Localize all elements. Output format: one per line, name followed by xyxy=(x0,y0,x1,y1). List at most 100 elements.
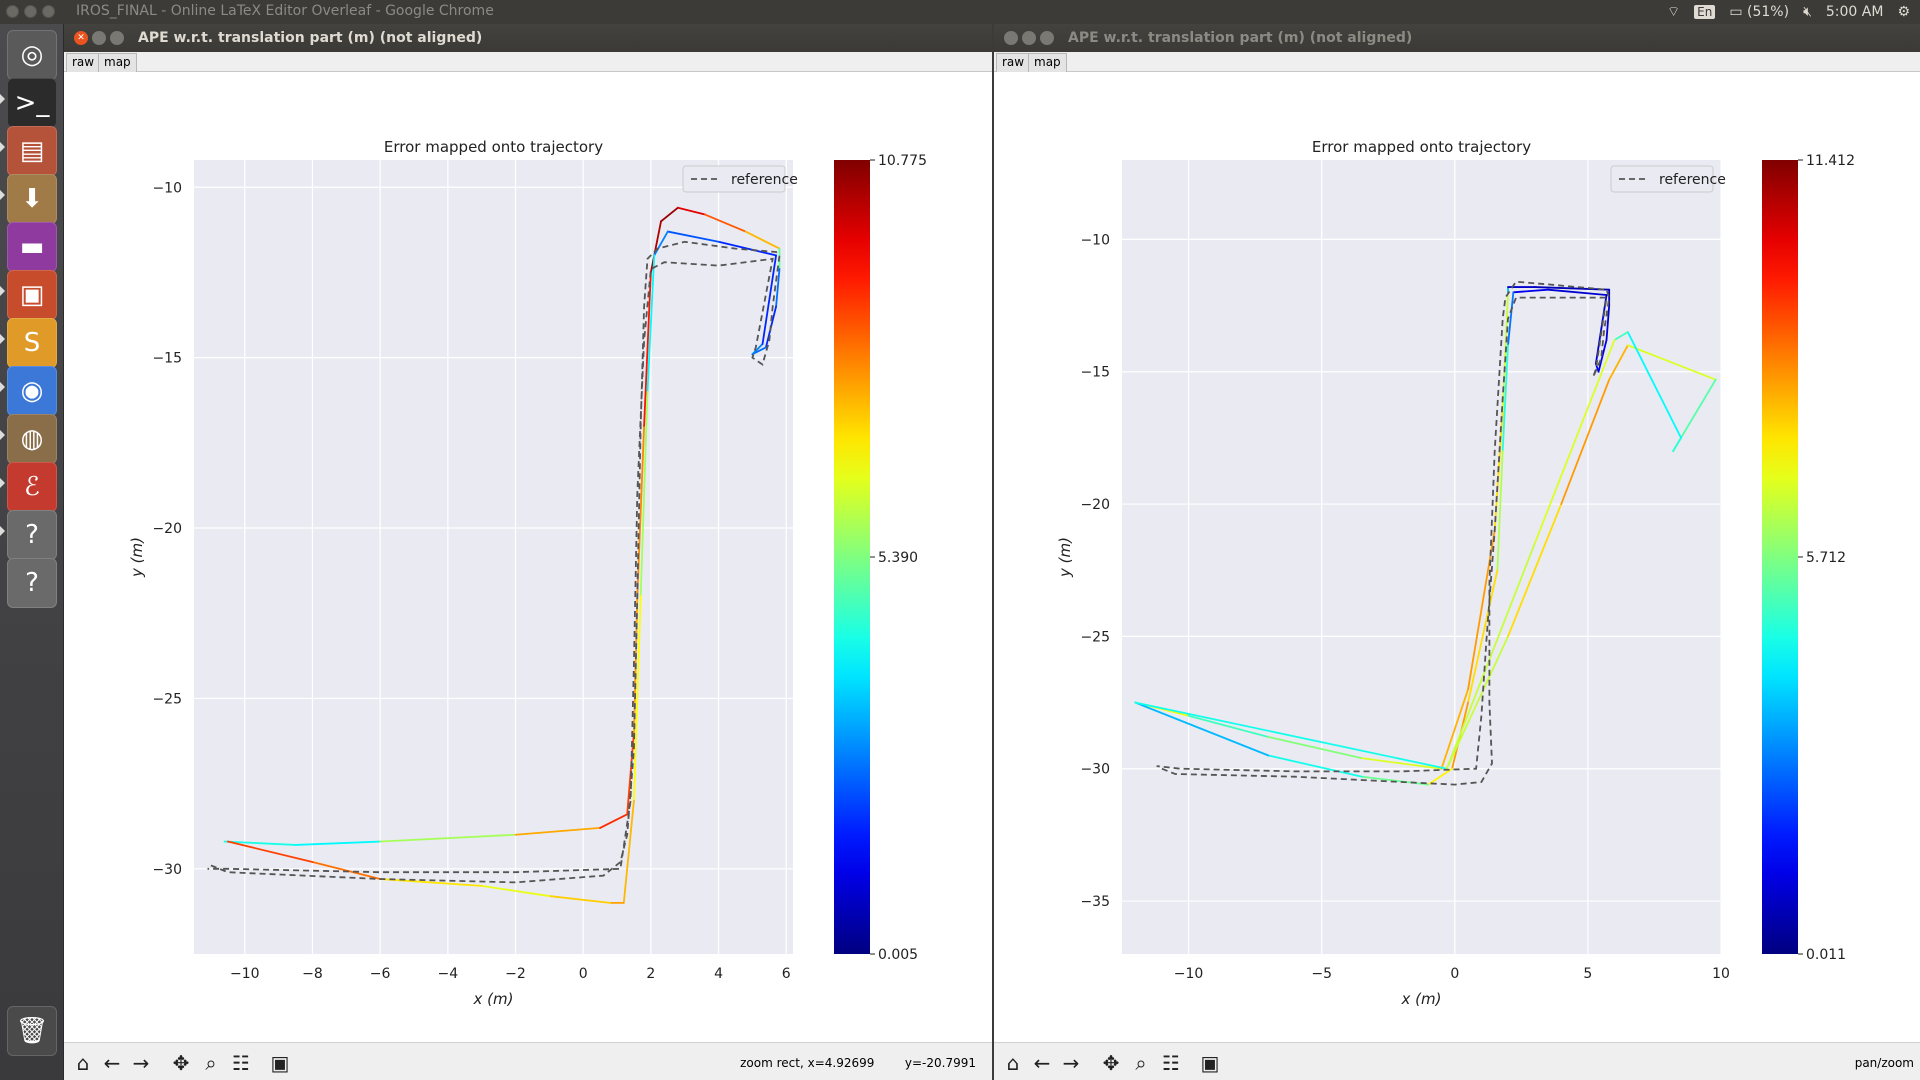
trajectory-segment xyxy=(514,827,602,836)
y-tick-label: −25 xyxy=(152,691,182,707)
trajectory-segment xyxy=(1512,288,1549,294)
trajectory-segment xyxy=(1533,286,1611,291)
trajectory-segment xyxy=(599,813,629,829)
chart-title: Error mapped onto trajectory xyxy=(384,138,603,156)
window-titlebar[interactable]: ✕ APE w.r.t. translation part (m) (not a… xyxy=(64,24,992,52)
pan-move-icon[interactable]: ✥ xyxy=(172,1051,190,1075)
colorbar xyxy=(834,160,870,954)
trajectory-segment xyxy=(1445,635,1509,770)
window-maximize-icon[interactable] xyxy=(42,5,55,18)
trajectory-segment xyxy=(704,213,747,233)
reference-trajectory xyxy=(1156,280,1611,786)
running-app-indicator xyxy=(0,286,5,296)
keyboard-layout-indicator[interactable]: En xyxy=(1694,5,1716,19)
app-window-icon[interactable]: ▬ xyxy=(7,222,57,272)
maximize-icon[interactable] xyxy=(1040,31,1054,45)
y-axis-label: y (m) xyxy=(128,537,146,578)
chart-title: Error mapped onto trajectory xyxy=(1312,138,1531,156)
x-tick-label: 0 xyxy=(1450,966,1459,982)
maximize-icon[interactable] xyxy=(110,31,124,45)
pan-move-icon[interactable]: ✥ xyxy=(1102,1051,1120,1075)
trajectory-segment xyxy=(1360,775,1430,786)
y-axis-label: y (m) xyxy=(1056,537,1074,578)
clock[interactable]: 5:00 AM xyxy=(1825,4,1884,20)
trajectory-segment xyxy=(639,390,649,598)
close-icon[interactable] xyxy=(1004,31,1018,45)
colorbar-tick-label: 10.775 xyxy=(878,153,927,169)
trajectory-segment xyxy=(1597,339,1608,373)
running-app-indicator xyxy=(0,526,5,536)
trajectory-chart[interactable]: −10 −5 0 5 10 −10 −15 −20 −25 −30 −35 Error mapped … xyxy=(994,72,1920,1064)
trash-icon[interactable]: 🗑 xyxy=(7,1006,57,1056)
window-titlebar[interactable]: APE w.r.t. translation part (m) (not ali… xyxy=(994,24,1920,52)
running-app-indicator xyxy=(0,190,5,200)
unknown-app-icon[interactable]: ? xyxy=(7,510,57,560)
terminal-icon[interactable]: >_ xyxy=(7,78,57,128)
reference-trajectory xyxy=(207,240,781,884)
y-tick-label: −20 xyxy=(152,521,182,537)
forward-arrow-icon[interactable]: → xyxy=(1062,1051,1080,1075)
image-viewer-icon[interactable]: ▣ xyxy=(7,270,57,320)
trajectory-segment xyxy=(775,268,781,308)
chrome-icon[interactable]: ◉ xyxy=(7,366,57,416)
x-tick-label: 5 xyxy=(1583,966,1592,982)
file-cabinet-icon[interactable]: ▤ xyxy=(7,126,57,176)
trajectory-segment xyxy=(643,271,652,427)
home-icon[interactable]: ⌂ xyxy=(76,1051,90,1075)
colorbar-tick-label: 0.011 xyxy=(1806,947,1846,963)
save-figure-icon[interactable]: ▣ xyxy=(1200,1051,1220,1075)
gear-icon[interactable]: ⚙ xyxy=(1897,4,1910,20)
minimize-icon[interactable] xyxy=(1022,31,1036,45)
trajectory-segment xyxy=(379,878,483,887)
minimize-icon[interactable] xyxy=(92,31,106,45)
tab-raw[interactable]: raw xyxy=(996,53,1031,72)
back-arrow-icon[interactable]: ← xyxy=(1033,1051,1051,1075)
colorbar-tick-label: 0.005 xyxy=(878,947,918,963)
plot-canvas[interactable]: −10 −5 0 5 10 −10 −15 −20 −25 −30 −35 Error mapped … xyxy=(994,72,1920,1064)
x-tick-label: 10 xyxy=(1712,966,1730,982)
web-archive-icon[interactable]: ◍ xyxy=(7,414,57,464)
x-axis-label: x (m) xyxy=(473,990,514,1008)
window-minimize-icon[interactable] xyxy=(24,5,37,18)
running-app-indicator xyxy=(0,334,5,344)
trajectory-segment xyxy=(1608,344,1629,381)
tab-map[interactable]: map xyxy=(1028,53,1067,72)
window-close-icon[interactable] xyxy=(6,5,19,18)
trajectory-segment xyxy=(1440,688,1469,770)
volume-muted-icon[interactable]: 🔇︎ xyxy=(1803,4,1812,20)
x-tick-label: 2 xyxy=(646,966,655,982)
trajectory-segment xyxy=(1445,542,1536,770)
save-figure-icon[interactable]: ▣ xyxy=(270,1051,290,1075)
trajectory-segment xyxy=(1467,569,1499,704)
plot-canvas[interactable]: −10 −8 −6 −4 −2 0 2 4 6 −10 −15 −20 −25 −30 Error mapp… xyxy=(64,72,992,1064)
background-window-title: IROS_FINAL - Online LaTeX Editor Overlea… xyxy=(76,3,494,19)
trajectory-segment xyxy=(1605,304,1611,341)
zoom-magnifier-icon[interactable]: ⌕ xyxy=(205,1051,217,1075)
trajectory-segment xyxy=(1533,339,1616,545)
configure-subplots-icon[interactable]: ☷ xyxy=(232,1051,250,1075)
trajectory-segment xyxy=(1187,714,1270,738)
trajectory-segment xyxy=(1507,503,1563,638)
close-icon[interactable]: ✕ xyxy=(74,31,88,45)
battery-indicator[interactable]: ▭ (51%) xyxy=(1729,4,1789,20)
trajectory-segment xyxy=(666,230,720,243)
back-arrow-icon[interactable]: ← xyxy=(103,1051,121,1075)
configure-subplots-icon[interactable]: ☷ xyxy=(1162,1051,1180,1075)
trajectory-segment xyxy=(622,799,635,904)
trajectory-segment xyxy=(677,206,706,216)
colorbar-tick-label: 5.390 xyxy=(878,550,918,566)
zoom-magnifier-icon[interactable]: ⌕ xyxy=(1135,1051,1147,1075)
pdf-viewer-icon[interactable]: ℰ xyxy=(7,462,57,512)
forward-arrow-icon[interactable]: → xyxy=(132,1051,150,1075)
tab-map[interactable]: map xyxy=(98,53,137,72)
running-app-indicator xyxy=(0,382,5,392)
sublime-text-icon[interactable]: S xyxy=(7,318,57,368)
unknown-app-icon[interactable]: ? xyxy=(7,558,57,608)
home-icon[interactable]: ⌂ xyxy=(1006,1051,1020,1075)
ubuntu-dash-icon[interactable]: ◎ xyxy=(7,30,57,80)
tab-raw[interactable]: raw xyxy=(66,53,101,72)
y-tick-label: −15 xyxy=(152,351,182,367)
archive-download-icon[interactable]: ⬇ xyxy=(7,174,57,224)
wifi-icon[interactable]: ⌔ xyxy=(1666,4,1681,20)
